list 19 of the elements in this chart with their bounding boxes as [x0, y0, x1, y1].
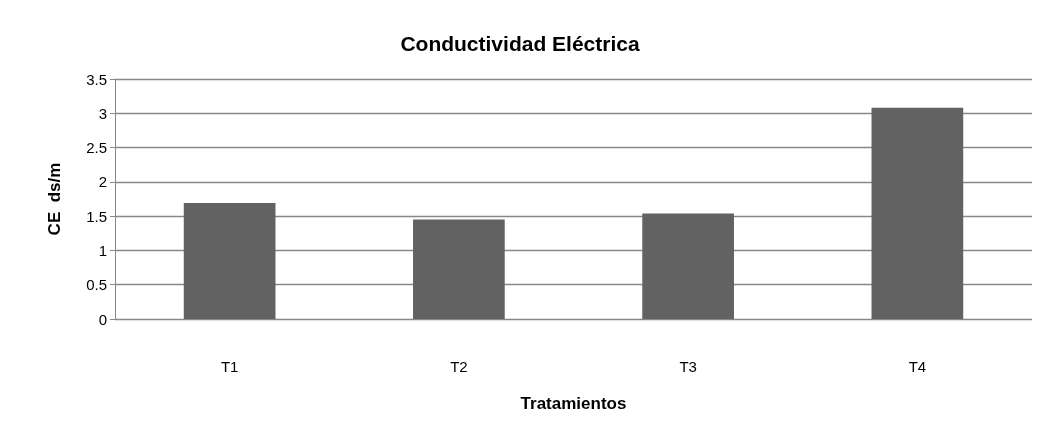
y-tick-label: 0 [98, 310, 107, 328]
y-tick-label: 2.5 [86, 139, 107, 157]
bar [642, 213, 734, 319]
bar [871, 107, 964, 319]
y-tick-label: 3.5 [86, 70, 107, 88]
bar [413, 219, 505, 319]
y-tick-label: 0.5 [86, 276, 107, 294]
y-tick-label: 3 [98, 104, 107, 122]
bar [183, 203, 276, 319]
x-tick-label: T1 [220, 358, 239, 375]
y-tick-label: 2 [98, 173, 107, 191]
y-tick-label: 1.5 [86, 207, 107, 225]
x-tick-label: T2 [450, 358, 468, 375]
x-tick-label: T3 [679, 358, 697, 375]
chart-title: Conductividad Eléctrica [400, 32, 640, 55]
y-tick-label: 1 [98, 241, 107, 259]
y-axis-title: CE ds/m [45, 162, 64, 236]
x-tick-label: T4 [908, 358, 927, 375]
x-axis-title: Tratamientos [520, 394, 627, 413]
